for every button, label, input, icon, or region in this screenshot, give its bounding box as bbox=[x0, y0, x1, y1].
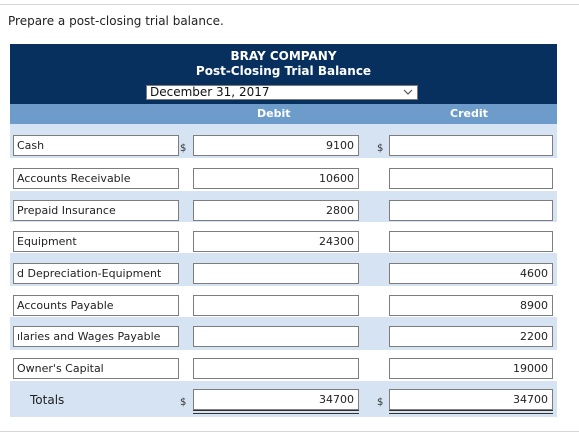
debit-amount-input[interactable] bbox=[193, 263, 359, 284]
total-credit-double-underline bbox=[389, 410, 553, 414]
total-debit-input[interactable]: 34700 bbox=[193, 389, 359, 410]
total-credit-dollar-sign: $ bbox=[377, 397, 384, 408]
debit-dollar-sign: $ bbox=[180, 143, 187, 154]
column-header-bar: Debit Credit bbox=[10, 104, 557, 124]
debit-amount-input[interactable] bbox=[193, 295, 359, 316]
credit-amount-input[interactable]: 2200 bbox=[389, 326, 553, 347]
account-name-input[interactable]: Accounts Receivable bbox=[13, 168, 179, 189]
account-name-input[interactable]: Accounts Payable bbox=[13, 295, 179, 316]
credit-amount-input[interactable] bbox=[389, 135, 553, 156]
debit-column-header: Debit bbox=[257, 107, 291, 120]
debit-amount-input[interactable]: 2800 bbox=[193, 200, 359, 221]
account-name-input[interactable]: Prepaid Insurance bbox=[13, 200, 179, 221]
statement-title: Post-Closing Trial Balance bbox=[195, 64, 372, 78]
total-debit-dollar-sign: $ bbox=[180, 397, 187, 408]
account-name-input[interactable]: ılaries and Wages Payable bbox=[13, 326, 179, 347]
credit-amount-input[interactable]: 8900 bbox=[389, 295, 553, 316]
debit-amount-input[interactable]: 24300 bbox=[193, 231, 359, 252]
account-name-input[interactable]: Equipment bbox=[13, 231, 179, 252]
debit-amount-input[interactable] bbox=[193, 326, 359, 347]
totals-label: Totals bbox=[30, 393, 65, 407]
account-name-input[interactable]: Cash bbox=[13, 135, 179, 156]
credit-column-header: Credit bbox=[450, 107, 488, 120]
total-debit-double-underline bbox=[193, 410, 359, 414]
credit-amount-input[interactable] bbox=[389, 168, 553, 189]
debit-amount-input[interactable] bbox=[193, 358, 359, 379]
debit-amount-input[interactable]: 10600 bbox=[193, 168, 359, 189]
instruction-text: Prepare a post-closing trial balance. bbox=[8, 14, 224, 28]
company-name: BRAY COMPANY bbox=[230, 49, 337, 63]
credit-amount-input[interactable] bbox=[389, 231, 553, 252]
credit-amount-input[interactable]: 19000 bbox=[389, 358, 553, 379]
credit-dollar-sign: $ bbox=[377, 143, 384, 154]
debit-amount-input[interactable]: 9100 bbox=[193, 135, 359, 156]
credit-amount-input[interactable] bbox=[389, 200, 553, 221]
bottom-divider bbox=[0, 431, 579, 432]
chevron-down-icon bbox=[403, 89, 413, 95]
date-dropdown-value: December 31, 2017 bbox=[150, 85, 270, 99]
account-name-input[interactable]: d Depreciation-Equipment bbox=[13, 263, 179, 284]
credit-amount-input[interactable]: 4600 bbox=[389, 263, 553, 284]
date-dropdown[interactable]: December 31, 2017 bbox=[146, 85, 418, 100]
account-name-input[interactable]: Owner's Capital bbox=[13, 358, 179, 379]
top-divider bbox=[0, 4, 579, 5]
total-credit-input[interactable]: 34700 bbox=[389, 389, 553, 410]
